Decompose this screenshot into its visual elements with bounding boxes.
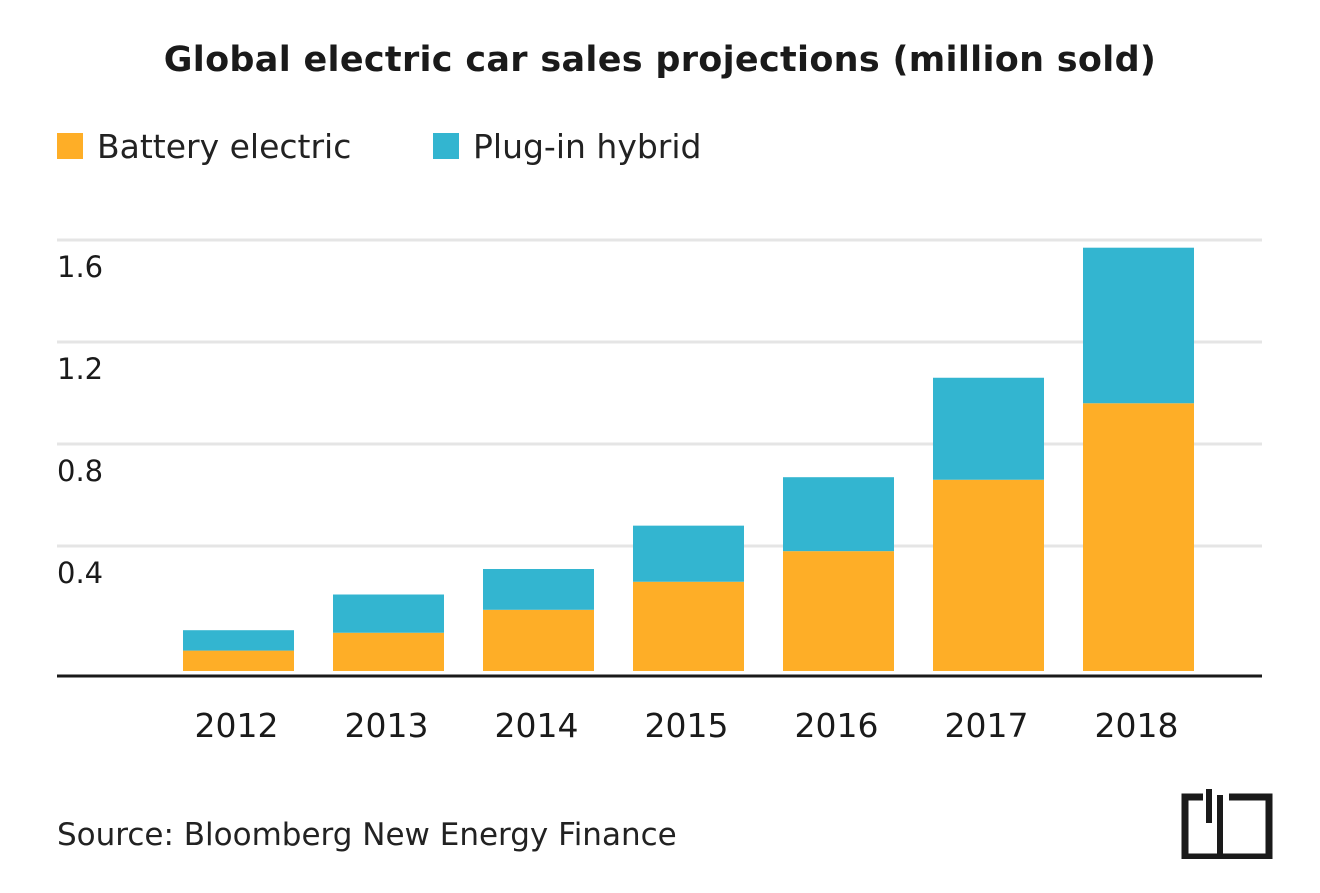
bar-plug-in-hybrid-2016 [783, 477, 894, 552]
legend-label-plug-in-hybrid: Plug-in hybrid [473, 126, 702, 166]
x-tick-label: 2012 [195, 706, 279, 745]
x-tick-label: 2017 [945, 706, 1029, 745]
legend-item-battery-electric: Battery electric [57, 126, 351, 166]
bar-plug-in-hybrid-2015 [633, 525, 744, 582]
bar-battery-electric-2013 [333, 632, 444, 671]
x-tick-labels: 2012 2013 2014 2015 2016 2017 2018 [195, 706, 1179, 745]
legend-label-battery-electric: Battery electric [97, 126, 352, 166]
y-tick-label: 1.6 [57, 250, 103, 284]
y-tick-label: 0.8 [57, 454, 103, 488]
bar-plug-in-hybrid-2013 [333, 594, 444, 633]
legend-item-plug-in-hybrid: Plug-in hybrid [433, 126, 702, 166]
bar-battery-electric-2017 [933, 479, 1044, 671]
legend-swatch-battery-electric [57, 133, 83, 159]
x-tick-label: 2015 [645, 706, 729, 745]
grid-lines [57, 238, 1262, 548]
bars [183, 247, 1194, 671]
x-tick-label: 2016 [795, 706, 879, 745]
bar-battery-electric-2016 [783, 551, 894, 671]
x-tick-label: 2018 [1095, 706, 1179, 745]
y-tick-label: 1.2 [57, 352, 103, 386]
bar-plug-in-hybrid-2014 [483, 569, 594, 610]
chart-title: Global electric car sales projections (m… [163, 40, 1157, 80]
bar-battery-electric-2012 [183, 650, 294, 671]
legend-swatch-plug-in-hybrid [433, 133, 459, 159]
bar-plug-in-hybrid-2012 [183, 630, 294, 651]
x-tick-label: 2013 [345, 706, 429, 745]
publisher-logo-icon [1181, 789, 1273, 859]
y-tick-labels: 0.4 0.8 1.2 1.6 [57, 250, 103, 590]
x-tick-label: 2014 [495, 706, 579, 745]
bar-battery-electric-2014 [483, 609, 594, 671]
y-tick-label: 0.4 [57, 556, 103, 590]
bar-plug-in-hybrid-2018 [1083, 247, 1194, 404]
bar-plug-in-hybrid-2017 [933, 377, 1044, 480]
bar-battery-electric-2015 [633, 581, 744, 671]
bar-battery-electric-2018 [1083, 403, 1194, 671]
source-note: Source: Bloomberg New Energy Finance [57, 817, 677, 853]
